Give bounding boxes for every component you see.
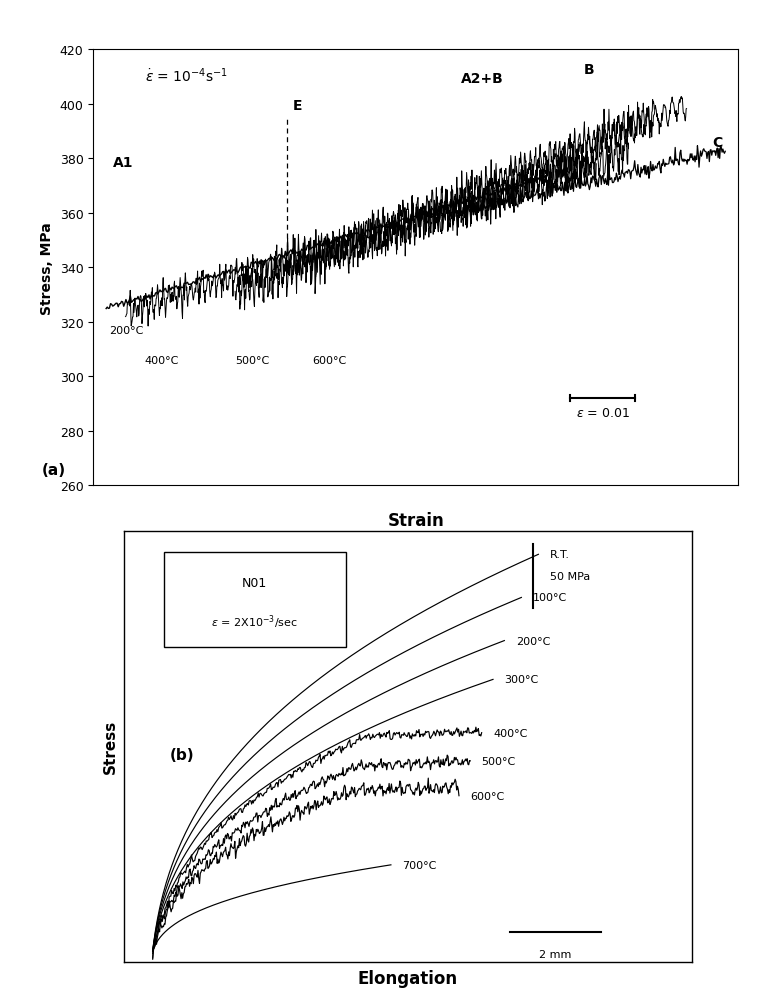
Text: (b): (b) <box>169 747 194 763</box>
Text: 400°C: 400°C <box>493 727 528 737</box>
Text: (a): (a) <box>42 463 66 478</box>
Text: 700°C: 700°C <box>402 860 437 870</box>
Text: A1: A1 <box>113 156 133 170</box>
Text: $\dot{\varepsilon}$ = 10$^{-4}$s$^{-1}$: $\dot{\varepsilon}$ = 10$^{-4}$s$^{-1}$ <box>145 66 228 85</box>
Text: Strain: Strain <box>387 511 444 529</box>
X-axis label: Elongation: Elongation <box>358 969 458 987</box>
Text: 600°C: 600°C <box>312 356 347 365</box>
Text: 300°C: 300°C <box>504 674 538 684</box>
Text: 400°C: 400°C <box>145 356 179 365</box>
Text: R.T.: R.T. <box>550 550 570 560</box>
Text: B: B <box>584 63 594 77</box>
Text: 200°C: 200°C <box>110 326 144 336</box>
Text: N01: N01 <box>242 576 267 589</box>
Text: 2 mm: 2 mm <box>539 949 572 959</box>
Text: $\varepsilon$ = 2X10$^{-3}$/sec: $\varepsilon$ = 2X10$^{-3}$/sec <box>211 613 298 630</box>
Text: A2+B: A2+B <box>461 71 503 85</box>
Text: 200°C: 200°C <box>516 636 550 646</box>
Text: 100°C: 100°C <box>533 593 567 603</box>
Text: $\varepsilon$ = 2X10$^{-3}$/sec: $\varepsilon$ = 2X10$^{-3}$/sec <box>211 613 298 630</box>
Text: 500°C: 500°C <box>235 356 270 365</box>
Y-axis label: Stress, MPa: Stress, MPa <box>40 221 54 315</box>
Text: $\varepsilon$ = 0.01: $\varepsilon$ = 0.01 <box>576 407 629 420</box>
Y-axis label: Stress: Stress <box>103 719 117 774</box>
Text: C: C <box>713 135 723 149</box>
Text: 600°C: 600°C <box>470 791 504 801</box>
FancyBboxPatch shape <box>164 553 346 647</box>
Text: 500°C: 500°C <box>482 757 516 767</box>
Text: N01: N01 <box>242 576 267 589</box>
Text: 50 MPa: 50 MPa <box>549 571 590 581</box>
Text: E: E <box>293 99 303 113</box>
